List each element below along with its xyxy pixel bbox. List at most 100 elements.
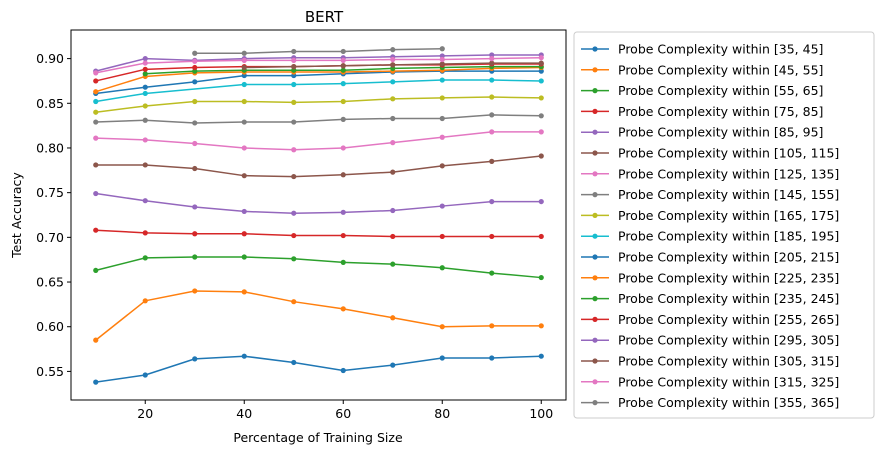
data-point — [340, 57, 346, 63]
data-point — [538, 55, 544, 61]
data-point — [192, 140, 198, 147]
data-point — [390, 233, 396, 240]
legend-item: Probe Complexity within [45, 55] — [581, 62, 823, 77]
data-point — [340, 67, 346, 73]
y-tick-label: 0.65 — [36, 275, 64, 290]
data-point — [439, 56, 445, 63]
data-point — [142, 84, 148, 90]
data-point — [489, 77, 495, 83]
data-point — [340, 63, 346, 69]
legend-swatch-marker — [592, 400, 598, 406]
legend-swatch-marker — [592, 46, 598, 52]
data-point — [489, 323, 495, 329]
series-line — [95, 54, 542, 72]
data-point — [241, 72, 247, 79]
data-point — [192, 58, 198, 64]
legend: Probe Complexity within [35, 45] Probe Co… — [573, 31, 875, 419]
data-point — [142, 60, 148, 66]
data-point — [291, 147, 297, 153]
series-7 — [93, 112, 544, 126]
data-point — [192, 204, 198, 210]
data-point — [142, 230, 148, 236]
series-0 — [93, 353, 544, 385]
series-line — [95, 96, 542, 113]
legend-item: Probe Complexity within [85, 95] — [581, 125, 823, 140]
legend-label: Probe Complexity within [45, 55] — [618, 62, 823, 77]
legend-label: Probe Complexity within [145, 155] — [618, 187, 839, 202]
data-point — [192, 165, 198, 172]
data-point — [93, 190, 99, 197]
data-point — [340, 367, 346, 374]
data-point — [340, 145, 346, 151]
data-point — [439, 115, 445, 122]
data-point — [291, 81, 297, 88]
data-point — [192, 356, 198, 362]
data-point — [241, 208, 247, 215]
series-16 — [93, 55, 544, 76]
series-line — [95, 56, 542, 74]
data-point — [439, 203, 445, 209]
data-point — [93, 98, 99, 105]
legend-item: Probe Complexity within [145, 155] — [581, 187, 839, 202]
y-tick-label: 0.55 — [36, 364, 64, 379]
data-point — [538, 323, 544, 329]
legend-swatch-marker — [592, 379, 598, 385]
legend-label: Probe Complexity within [205, 215] — [618, 250, 839, 265]
data-point — [291, 359, 297, 366]
legend-swatch-marker — [592, 192, 598, 198]
data-point — [340, 209, 346, 215]
legend-item: Probe Complexity within [55, 65] — [581, 83, 823, 98]
data-point — [142, 66, 148, 72]
x-axis-label: Percentage of Training Size — [233, 430, 403, 445]
legend-item: Probe Complexity within [305, 315] — [581, 354, 839, 369]
series-line — [95, 229, 542, 238]
data-point — [142, 55, 148, 62]
legend-swatch-marker — [592, 337, 598, 343]
data-point — [241, 50, 247, 56]
data-point — [142, 90, 148, 97]
legend-item: Probe Complexity within [125, 135] — [581, 166, 839, 181]
series-3 — [93, 227, 544, 240]
legend-label: Probe Complexity within [235, 245] — [618, 291, 839, 306]
data-point — [390, 96, 396, 102]
data-point — [390, 261, 396, 267]
legend-label: Probe Complexity within [165, 175] — [618, 208, 839, 223]
data-point — [439, 163, 445, 169]
data-point — [142, 198, 148, 204]
data-point — [439, 46, 445, 52]
data-point — [538, 233, 544, 240]
data-point — [489, 233, 495, 240]
data-point — [192, 288, 198, 294]
plot-frame — [70, 29, 567, 401]
data-point — [538, 274, 544, 281]
legend-item: Probe Complexity within [75, 85] — [581, 104, 823, 119]
data-point — [489, 112, 495, 118]
data-point — [93, 70, 99, 76]
legend-item: Probe Complexity within [185, 195] — [581, 229, 839, 244]
legend-item: Probe Complexity within [255, 265] — [581, 312, 839, 327]
y-tick-label: 0.60 — [36, 319, 64, 334]
series-line — [95, 192, 542, 214]
data-point — [489, 198, 495, 205]
series-line — [95, 256, 542, 279]
series-line — [95, 131, 542, 151]
data-point — [340, 116, 346, 122]
data-point — [241, 353, 247, 359]
x-tick-label: 80 — [434, 406, 450, 421]
data-point — [142, 255, 148, 261]
legend-label: Probe Complexity within [305, 315] — [618, 354, 839, 369]
data-point — [241, 64, 247, 71]
data-point — [142, 298, 148, 304]
data-point — [538, 153, 544, 159]
data-point — [241, 57, 247, 63]
data-point — [192, 120, 198, 126]
x-tick-label: 100 — [529, 406, 553, 421]
series-line — [95, 79, 542, 103]
data-point — [241, 254, 247, 260]
legend-label: Probe Complexity within [105, 115] — [618, 146, 839, 161]
data-point — [93, 119, 99, 125]
data-point — [538, 95, 544, 101]
data-point — [142, 162, 148, 168]
x-axis: 20 40 60 80 100 — [137, 400, 553, 421]
